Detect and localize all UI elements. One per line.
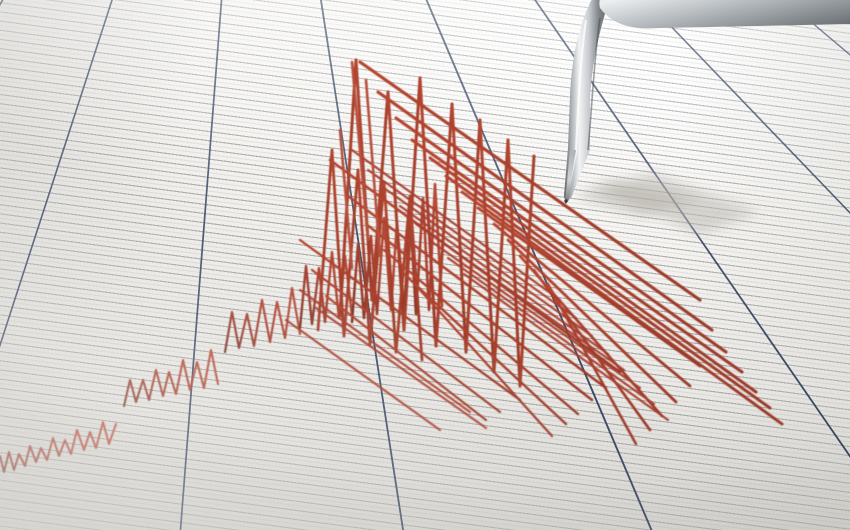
seismic-trace: [0, 58, 784, 473]
seismograph-photo: [0, 0, 850, 530]
